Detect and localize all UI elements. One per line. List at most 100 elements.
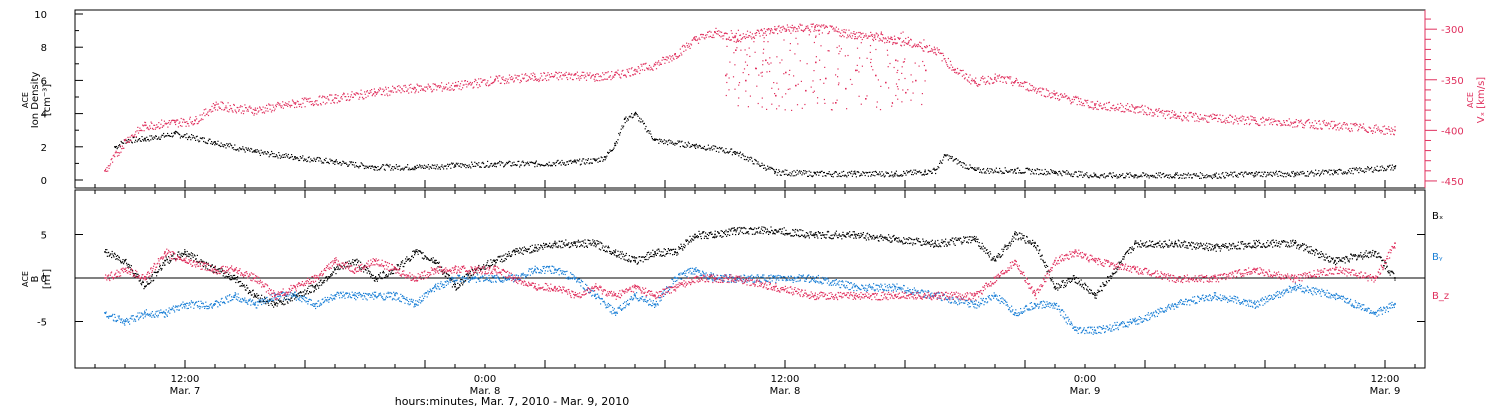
vx-series-point <box>655 61 657 63</box>
vx-scatter-point <box>785 93 787 95</box>
vx-series-point <box>1367 131 1369 133</box>
vx-series-point <box>548 74 550 76</box>
density-series-point <box>275 156 277 158</box>
vx-series-point <box>1038 88 1040 90</box>
vx-series-point <box>1234 115 1236 117</box>
density-series-point <box>504 164 506 166</box>
density-series-point <box>978 167 980 169</box>
density-series-point <box>1202 174 1204 176</box>
bx-series-point <box>312 285 314 287</box>
density-series-point <box>227 143 229 145</box>
vx-series-point <box>238 109 240 111</box>
bx-series-point <box>304 289 306 291</box>
density-series-point <box>921 174 923 176</box>
bx-series-point <box>190 252 192 254</box>
density-series-point <box>566 161 568 163</box>
density-series-point <box>231 145 233 147</box>
density-series-point <box>560 164 562 166</box>
vx-series-point <box>948 67 950 69</box>
density-series-point <box>759 165 761 167</box>
density-series-point <box>815 174 817 176</box>
vx-series-point <box>1225 122 1227 124</box>
density-series-point <box>253 150 255 152</box>
vx-series-point <box>890 36 892 38</box>
vx-series-point <box>950 64 952 66</box>
density-series-point <box>332 162 334 164</box>
vx-series-point <box>863 35 865 37</box>
bx-series-point <box>433 261 435 263</box>
vx-series-point <box>1281 123 1283 125</box>
density-series-point <box>379 169 381 171</box>
density-series-point <box>707 148 709 150</box>
vx-series-datum <box>124 139 126 142</box>
vx-series-point <box>1054 97 1057 100</box>
vx-scatter-datum <box>925 69 927 72</box>
density-series-point <box>971 167 973 169</box>
density-series-point <box>343 161 345 163</box>
vx-series-point <box>380 93 382 96</box>
density-series-point <box>137 139 139 141</box>
vx-series-point <box>1124 108 1127 110</box>
density-series-point <box>1373 169 1375 171</box>
density-series-point <box>668 139 670 141</box>
vx-series-point <box>535 78 537 80</box>
bx-series-point <box>326 280 328 282</box>
vx-scatter-point <box>791 109 793 111</box>
density-series-point <box>542 164 544 166</box>
vx-scatter-point <box>914 62 916 64</box>
density-series-point <box>607 152 609 154</box>
vx-series-point <box>546 74 548 76</box>
vx-series-point <box>371 89 373 91</box>
density-series-point <box>452 162 454 164</box>
density-series-point <box>282 154 284 156</box>
density-series-point <box>367 167 369 169</box>
bx-series-point <box>795 233 797 236</box>
bx-series-point <box>580 244 582 246</box>
vx-series-point <box>575 73 577 75</box>
bx-series-point <box>339 264 341 266</box>
vx-series-point <box>607 71 609 73</box>
density-series-point <box>859 174 861 177</box>
bx-series-point <box>547 246 549 248</box>
vx-series-point <box>387 87 389 89</box>
vx-series-point <box>1269 119 1271 121</box>
vx-series-point <box>449 86 451 88</box>
bx-series-point <box>676 251 678 253</box>
vx-series-point <box>1132 106 1134 108</box>
density-series-point <box>767 165 769 167</box>
bx-series-point <box>736 228 738 230</box>
bx-series-point <box>624 259 626 261</box>
density-series-point <box>816 171 818 173</box>
density-series-point <box>215 142 217 144</box>
density-series-point <box>378 169 380 171</box>
bx-series-point <box>510 255 512 257</box>
bx-series-point <box>618 254 620 256</box>
bx-series-point <box>676 254 678 256</box>
vx-series-point <box>1099 105 1101 107</box>
vx-series-point <box>254 112 256 115</box>
bx-series-point <box>724 233 726 236</box>
bx-series-point <box>306 291 308 293</box>
vx-series-point <box>865 35 868 37</box>
vx-series-point <box>844 32 847 34</box>
vx-series-point <box>720 36 722 38</box>
vx-scatter-point <box>797 83 799 85</box>
vx-series-point <box>335 94 337 96</box>
density-series-point <box>503 165 505 167</box>
bx-series-point <box>201 261 203 263</box>
vx-series-point <box>576 78 578 80</box>
vx-series-point <box>961 70 963 72</box>
vx-series-point <box>826 25 828 28</box>
vx-series-point <box>1079 103 1081 106</box>
density-series-point <box>1183 173 1185 175</box>
density-series-point <box>952 160 954 162</box>
vx-series-point <box>884 37 886 39</box>
bx-series-point <box>435 259 437 261</box>
vx-series-point <box>1216 114 1218 116</box>
vx-series-point <box>1094 103 1096 105</box>
density-series-point <box>1146 176 1148 178</box>
density-series-point <box>301 157 303 159</box>
vx-series-point <box>281 105 283 107</box>
density-series-point <box>1026 167 1028 169</box>
density-series-point <box>1280 171 1282 173</box>
